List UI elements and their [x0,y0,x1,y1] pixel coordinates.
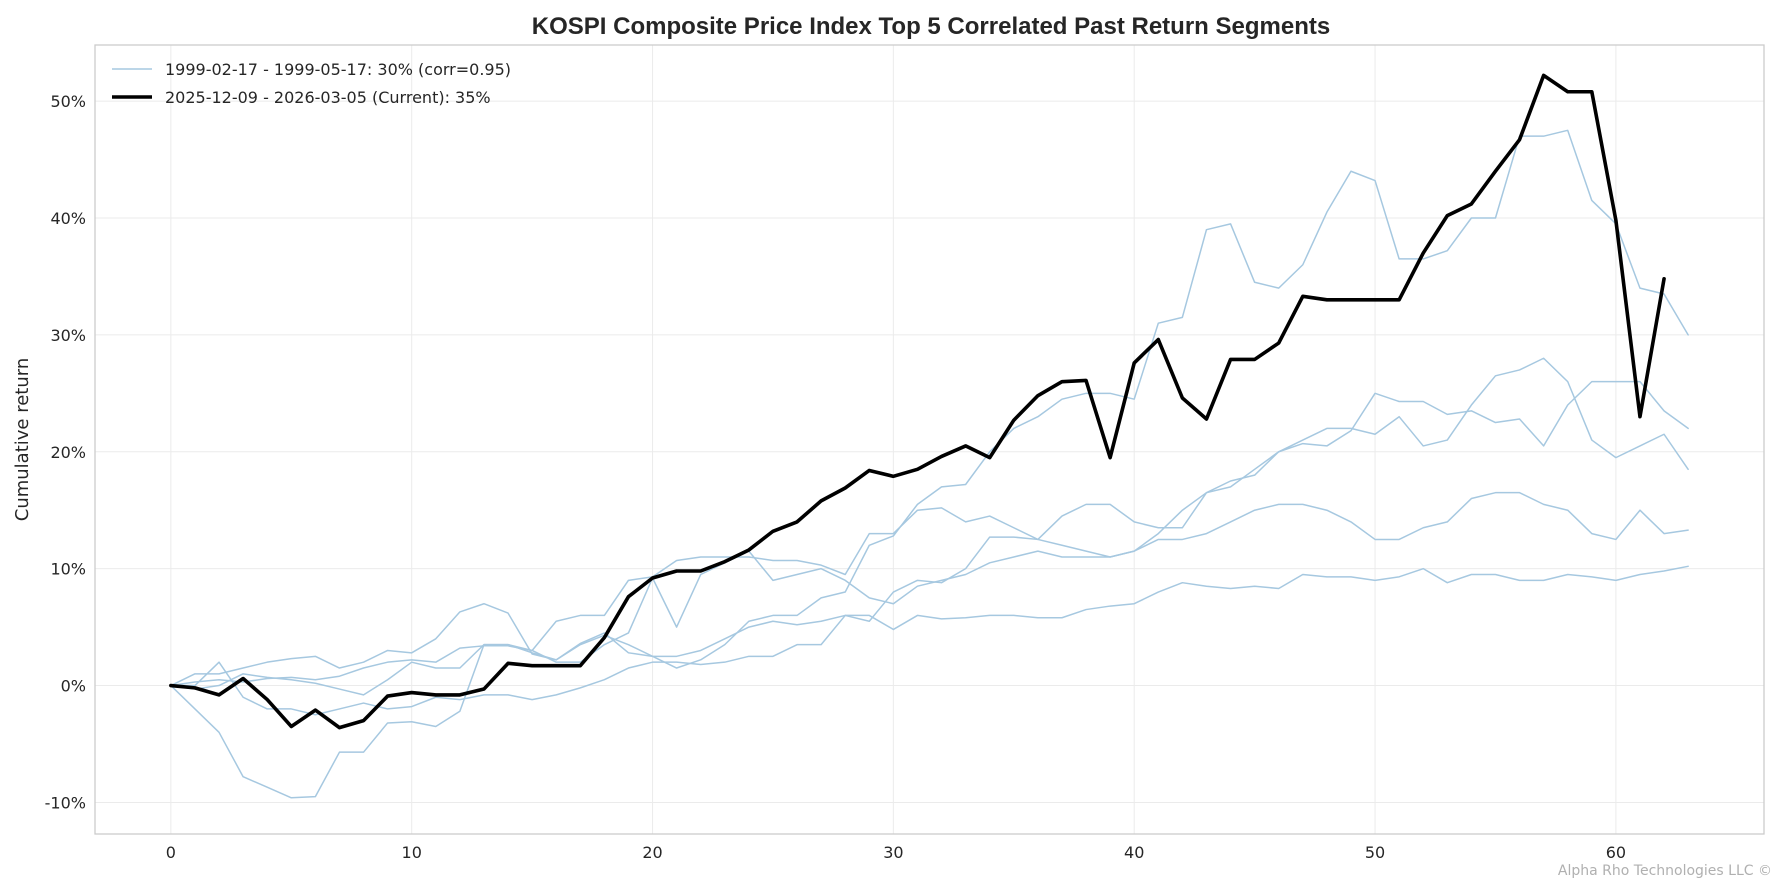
series-layer [169,73,1689,799]
watermark: Alpha Rho Technologies LLC © [1558,863,1772,879]
plot-frame [94,44,1765,835]
y-axis-label: Cumulative return [12,358,33,522]
legend-label: 2025-12-09 - 2026-03-05 (Current): 35% [165,88,491,107]
x-tick-label: 60 [1606,843,1626,862]
x-tick-label: 20 [642,843,662,862]
y-tick-label: 20% [50,443,86,462]
grid-layer [95,45,1764,834]
historical-series-line [170,565,1689,716]
x-tick-label: 30 [883,843,903,862]
legend-label: 1999-02-17 - 1999-05-17: 30% (corr=0.95) [165,60,511,79]
historical-series-line [170,380,1689,687]
current-series-line [169,73,1666,730]
historical-series-line [170,357,1689,696]
y-tick-label: 30% [50,326,86,345]
historical-series-line [170,491,1689,687]
y-tick-label: 40% [50,209,86,228]
y-tick-label: 10% [50,560,86,579]
y-tick-label: 0% [61,677,86,696]
legend: 1999-02-17 - 1999-05-17: 30% (corr=0.95)… [112,60,511,107]
y-tick-label: 50% [50,92,86,111]
x-tick-label: 0 [166,843,176,862]
x-tick-label: 10 [402,843,422,862]
historical-series-line [170,129,1689,799]
y-tick-label: -10% [45,793,86,812]
x-tick-label: 40 [1124,843,1144,862]
chart-title: KOSPI Composite Price Index Top 5 Correl… [532,13,1330,40]
tick-layer: 0 10 20 30 40 50 60 -10% 0% 10% 20% 30% 40% 50% [45,92,1626,862]
x-tick-label: 50 [1365,843,1385,862]
